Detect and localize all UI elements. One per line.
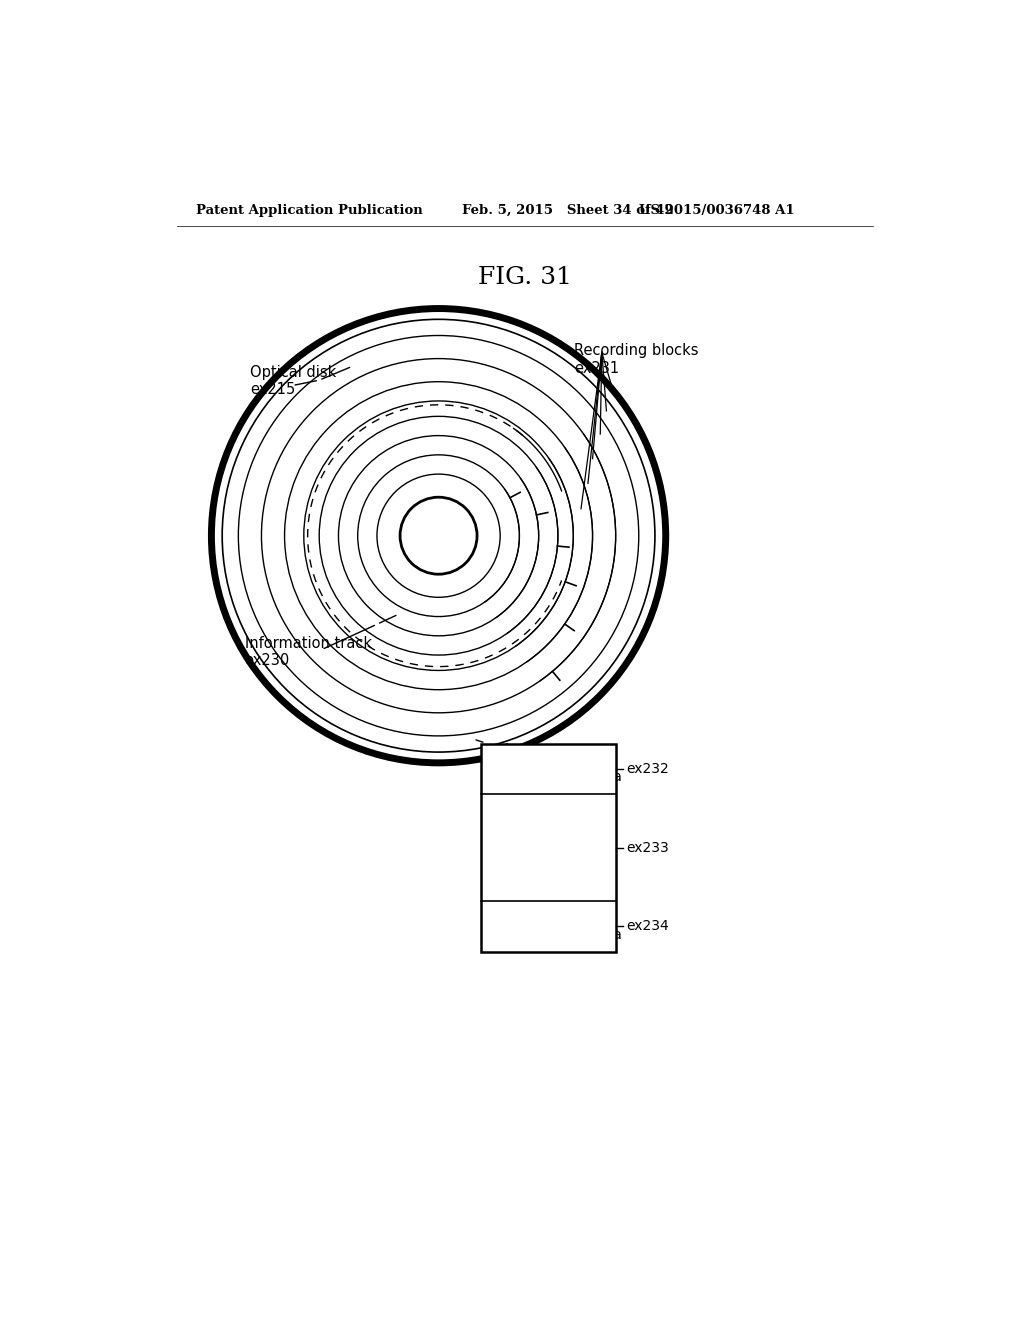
Text: FIG. 31: FIG. 31: [478, 267, 571, 289]
Text: Feb. 5, 2015   Sheet 34 of 49: Feb. 5, 2015 Sheet 34 of 49: [462, 205, 674, 218]
Bar: [481, 743, 615, 952]
Text: ex232: ex232: [627, 762, 670, 776]
Text: ex234: ex234: [627, 920, 670, 933]
Text: Recording blocks
ex231: Recording blocks ex231: [574, 343, 698, 376]
Text: US 2015/0036748 A1: US 2015/0036748 A1: [639, 205, 795, 218]
Text: Data recording
area: Data recording area: [487, 833, 591, 863]
Text: ex233: ex233: [627, 841, 670, 854]
Text: Information track
ex230: Information track ex230: [245, 636, 372, 668]
Text: Inner
circumference area: Inner circumference area: [487, 754, 622, 784]
Text: Patent Application Publication: Patent Application Publication: [196, 205, 423, 218]
Text: Optical disk
ex215: Optical disk ex215: [250, 364, 336, 397]
Text: Outer
circumference area: Outer circumference area: [487, 911, 622, 941]
